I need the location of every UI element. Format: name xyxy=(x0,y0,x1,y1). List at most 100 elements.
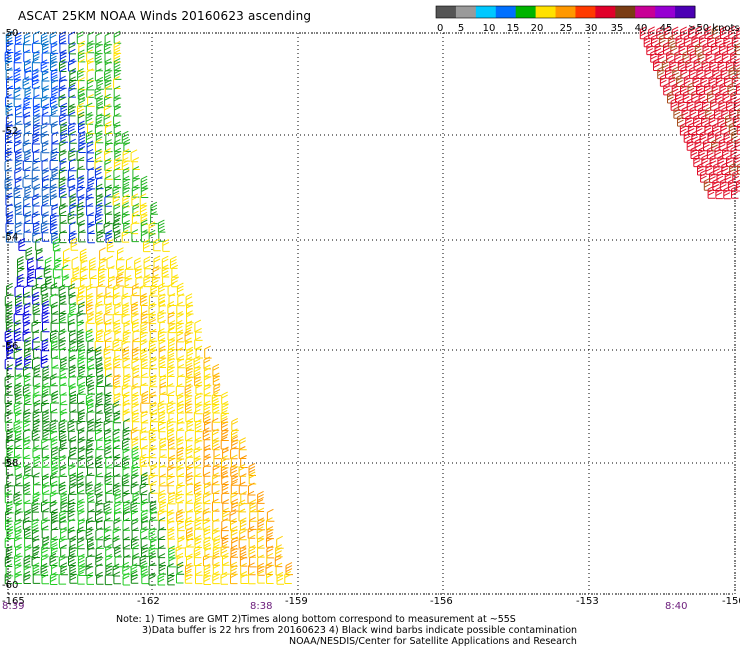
longitude-label: -153 xyxy=(576,596,599,607)
wind-barb xyxy=(723,186,731,200)
wind-barb xyxy=(27,265,35,279)
wind-barb xyxy=(15,356,23,370)
wind-barb xyxy=(725,113,733,127)
wind-barb xyxy=(49,553,57,566)
wind-barb xyxy=(49,490,58,504)
wind-barb xyxy=(112,192,121,206)
wind-barb xyxy=(157,309,165,323)
wind-barb xyxy=(212,518,220,532)
wind-barb xyxy=(186,310,194,324)
wind-barb xyxy=(141,516,149,530)
wind-barb xyxy=(113,167,121,180)
wind-barb xyxy=(689,105,698,119)
wind-barb xyxy=(122,572,131,586)
wind-barb xyxy=(14,409,23,423)
wind-barb xyxy=(42,507,50,521)
wind-barb xyxy=(31,427,40,441)
wind-barb xyxy=(678,42,687,55)
wind-barb xyxy=(204,544,212,558)
wind-barb xyxy=(14,436,22,449)
wind-barb xyxy=(15,111,23,125)
wind-barb xyxy=(24,86,32,100)
wind-barb xyxy=(203,373,212,387)
wind-barb xyxy=(87,418,95,432)
wind-barb xyxy=(13,454,21,468)
wind-barb xyxy=(94,346,103,360)
wind-barb xyxy=(33,454,41,468)
wind-barb xyxy=(32,418,41,432)
wind-barb xyxy=(59,392,68,406)
wind-barb xyxy=(105,318,113,332)
wind-barb xyxy=(14,120,23,134)
wind-barb xyxy=(677,97,686,111)
wind-barb xyxy=(257,517,265,531)
wind-barb xyxy=(78,219,86,233)
wind-barb xyxy=(167,311,176,325)
wind-barb xyxy=(212,552,220,566)
wind-barb xyxy=(50,408,58,422)
wind-barb xyxy=(14,562,22,576)
wind-barb xyxy=(149,356,158,370)
wind-barb xyxy=(132,175,140,189)
wind-barb xyxy=(162,273,170,287)
wind-barb xyxy=(691,130,699,144)
wind-barb xyxy=(96,329,104,342)
wind-barb xyxy=(68,291,77,305)
wind-barb xyxy=(689,65,697,79)
wind-barb xyxy=(49,419,58,433)
wind-barb xyxy=(689,49,698,63)
wind-barb xyxy=(103,113,112,127)
wind-barb xyxy=(140,535,149,549)
wind-barb xyxy=(697,50,706,64)
wind-barb xyxy=(59,509,67,523)
wind-barb xyxy=(33,85,41,99)
wind-barb xyxy=(221,472,229,485)
wind-barb xyxy=(122,194,130,208)
wind-barb xyxy=(222,446,230,460)
wind-barb xyxy=(248,544,256,558)
wind-barb xyxy=(167,436,176,450)
wind-barb xyxy=(77,489,85,503)
wind-barb xyxy=(96,229,104,243)
wind-barb xyxy=(96,219,104,233)
wind-barb xyxy=(710,41,719,55)
wind-barb xyxy=(59,408,68,422)
wind-barb xyxy=(176,446,185,460)
wind-barb xyxy=(23,111,31,125)
wind-barb xyxy=(149,346,157,360)
wind-barb xyxy=(41,184,50,198)
wind-barb xyxy=(31,527,40,541)
wind-barb xyxy=(694,138,703,151)
wind-barb xyxy=(105,302,113,316)
wind-barb xyxy=(193,355,202,369)
wind-barb xyxy=(86,455,94,469)
wind-barb xyxy=(79,266,88,279)
wind-barb xyxy=(94,49,103,63)
wind-barb xyxy=(69,76,77,90)
latitude-label: -60 xyxy=(2,580,18,591)
wind-barb xyxy=(221,400,229,414)
wind-barb xyxy=(203,453,211,467)
wind-barb xyxy=(62,274,70,288)
wind-barb xyxy=(230,490,238,504)
wind-barb xyxy=(23,319,31,333)
wind-barb xyxy=(140,498,149,512)
wind-barb xyxy=(112,184,120,198)
wind-barb xyxy=(194,490,203,504)
wind-barb xyxy=(58,184,67,198)
wind-barb xyxy=(696,82,704,95)
wind-barb xyxy=(702,42,710,56)
wind-barb xyxy=(176,329,184,343)
wind-barb xyxy=(96,374,104,387)
wind-barb xyxy=(104,158,112,171)
wind-barb xyxy=(14,508,23,522)
wind-barb xyxy=(69,435,77,449)
wind-barb xyxy=(158,300,167,314)
wind-barb xyxy=(32,491,41,505)
wind-barb xyxy=(230,525,239,539)
wind-barb xyxy=(113,157,122,170)
wind-barb xyxy=(95,41,103,55)
wind-barb xyxy=(158,355,166,368)
wind-barb xyxy=(76,201,85,215)
wind-barb xyxy=(680,26,688,40)
